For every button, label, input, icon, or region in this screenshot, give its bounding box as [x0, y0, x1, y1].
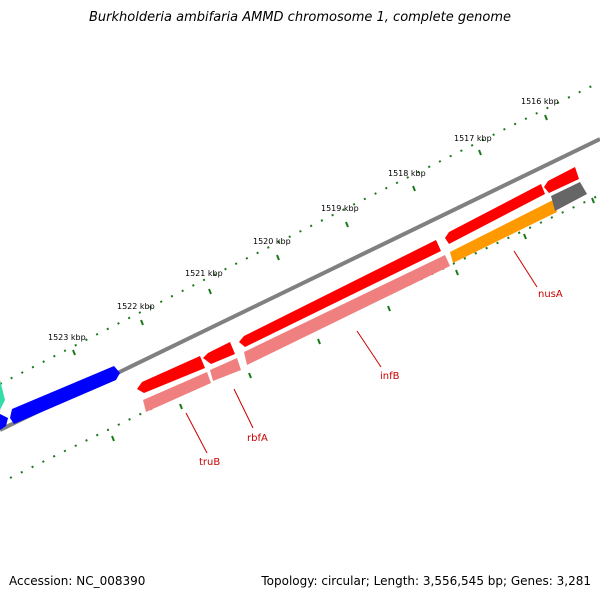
kbp-label-1522: 1522 kbp [117, 302, 155, 311]
kbp-label-1517: 1517 kbp [454, 134, 492, 143]
gene-label-nusA: nusA [538, 289, 563, 300]
gene-infB-shadow [244, 255, 450, 365]
kbp-label-1519: 1519 kbp [321, 204, 359, 213]
gene-infB-arrow[interactable] [239, 240, 441, 347]
infB-leader [356, 330, 382, 368]
partial-gene-green[interactable] [0, 380, 5, 410]
kbp-label-1516: 1516 kbp [521, 97, 559, 106]
truB-leader [185, 412, 208, 454]
gene-truB-shadow [143, 372, 211, 412]
gene-nusA-shadow [450, 200, 557, 263]
kbp-label-1520: 1520 kbp [253, 237, 291, 246]
gene-nusA-arrow[interactable] [445, 184, 545, 244]
accession-text: Accession: NC_008390 [9, 574, 146, 588]
gene-label-rbfA: rbfA [247, 433, 268, 444]
outer-major-ticks [72, 114, 548, 356]
inner-major-ticks [111, 197, 595, 442]
gene-next-arrow[interactable] [544, 167, 579, 193]
genome-summary-text: Topology: circular; Length: 3,556,545 bp… [261, 574, 591, 588]
gene-blue[interactable] [10, 366, 120, 424]
nusA-leader [513, 250, 538, 288]
rbfA-leader [233, 388, 254, 429]
kbp-label-1518: 1518 kbp [388, 169, 426, 178]
outer-ruler-dots [0, 81, 600, 385]
gene-rbfA-shadow [210, 358, 241, 381]
gene-truB-arrow[interactable] [137, 356, 205, 393]
gene-label-truB: truB [199, 457, 220, 468]
kbp-label-1521: 1521 kbp [185, 269, 223, 278]
partial-gene-blue-lower[interactable] [0, 414, 8, 430]
gene-label-infB: infB [380, 371, 400, 382]
gene-rbfA-arrow[interactable] [203, 342, 235, 364]
map-title: Burkholderia ambifaria AMMD chromosome 1… [88, 10, 512, 25]
kbp-label-1523: 1523 kbp [48, 333, 86, 342]
gray-feature [551, 182, 587, 211]
